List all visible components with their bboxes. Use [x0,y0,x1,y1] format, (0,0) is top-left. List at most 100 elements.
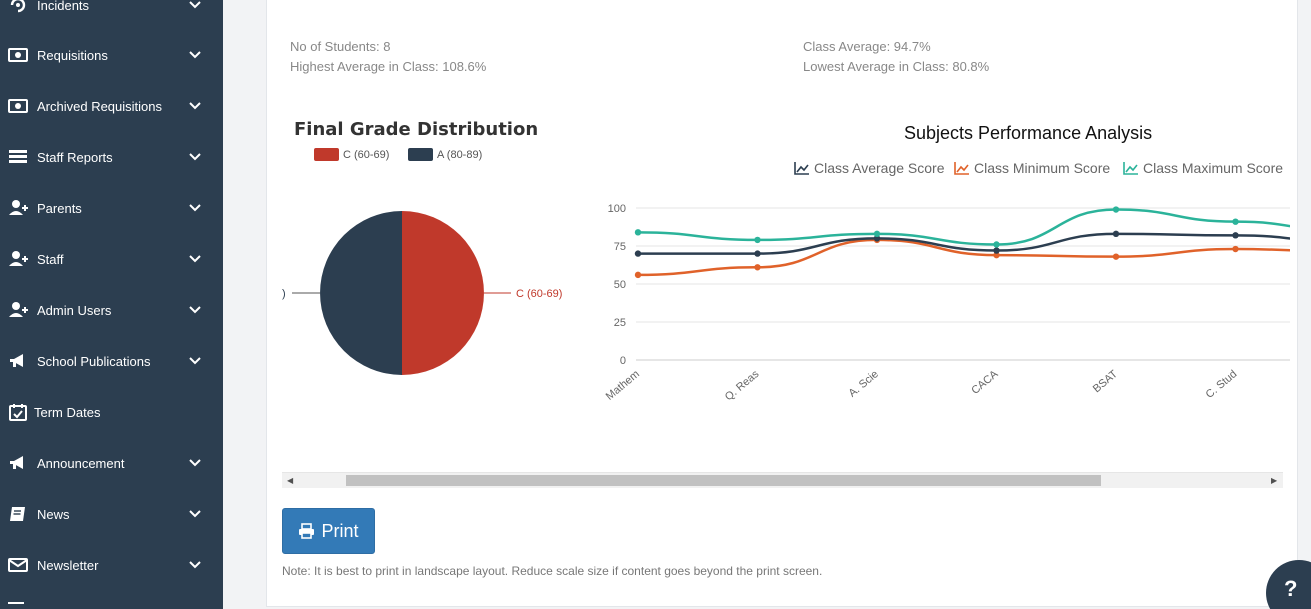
x-tick-label: BSAT [1091,368,1120,395]
calendar-check-icon [7,403,29,421]
sidebar-item-parents[interactable]: Parents [0,193,223,223]
class-average: Class Average: 94.7% [803,39,931,54]
print-button[interactable]: Print [282,508,375,554]
chevron-down-icon[interactable] [188,456,202,470]
user-plus-icon [7,199,29,217]
line-chart: 0 25 50 75 100 Mathem Q. Reas A. Scie CACA BSAT C.… [604,203,1290,403]
data-point[interactable] [754,264,761,271]
y-tick-label: 0 [620,355,626,367]
legend-swatch-a[interactable] [408,148,433,161]
sidebar-item-label: Admin Users [37,302,112,318]
data-point[interactable] [993,251,1000,259]
line-chart-icon [794,162,809,175]
data-point[interactable] [873,230,881,238]
legend-label-c[interactable]: C (60-69) [343,149,390,161]
legend-maximum-label: Class Maximum Score [1143,160,1284,176]
students-count: No of Students: 8 [290,39,391,54]
print-icon [299,523,315,539]
data-point[interactable] [1232,218,1239,225]
legend-maximum[interactable]: Class Maximum Score [1123,160,1283,176]
megaphone-icon [7,352,29,370]
data-point[interactable] [1232,245,1239,253]
money-bill-icon [7,97,29,115]
envelope-icon [7,556,29,574]
highest-average: Highest Average in Class: 108.6% [290,59,487,74]
legend-swatch-c[interactable] [314,148,339,161]
slice-label-a: ) [282,288,286,300]
sidebar-item-label: News [37,506,70,522]
chevron-down-icon[interactable] [188,99,202,113]
y-tick-label: 100 [608,203,626,215]
incident-icon [7,0,29,14]
line-chart-title: Subjects Performance Analysis [904,123,1153,143]
data-point[interactable] [993,247,1000,254]
chevron-down-icon[interactable] [188,0,202,12]
pie-chart-title: Final Grade Distribution [294,119,539,140]
sidebar-item-label: Archived Requisitions [37,98,163,114]
data-point[interactable] [634,229,642,236]
user-plus-icon [7,250,29,268]
megaphone-icon [7,454,29,472]
slice-label-c: C (60-69) [516,288,562,300]
data-point[interactable] [754,236,761,244]
list-icon [7,148,29,166]
data-point[interactable] [1112,206,1120,213]
chevron-down-icon[interactable] [188,150,202,164]
line-chart-icon [954,162,969,175]
chevron-down-icon[interactable] [188,558,202,572]
book-icon [7,505,29,523]
sidebar-item-admin-users[interactable]: Admin Users [0,295,223,325]
pie-slice[interactable] [320,211,402,375]
data-point[interactable] [1232,232,1239,239]
sidebar-item-staff-reports[interactable]: Staff Reports [0,142,223,172]
y-tick-label: 25 [614,317,626,329]
data-point[interactable] [634,271,642,279]
data-point[interactable] [754,250,761,257]
x-tick-label: Q. Reas [723,368,762,403]
legend-minimum[interactable]: Class Minimum Score [954,160,1110,176]
chevron-down-icon[interactable] [188,252,202,266]
sidebar-item-newsletter[interactable]: Newsletter [0,550,223,580]
lowest-average: Lowest Average in Class: 80.8% [803,59,990,74]
legend-average[interactable]: Class Average Score [794,160,944,176]
sidebar-item-news[interactable]: News [0,499,223,529]
sidebar-item-term-dates[interactable]: Term Dates [0,397,223,427]
legend-label-a[interactable]: A (80-89) [437,149,483,161]
legend-minimum-label: Class Minimum Score [974,160,1111,176]
chevron-down-icon[interactable] [188,303,202,317]
legend-average-label: Class Average Score [814,160,945,176]
chevron-down-icon[interactable] [188,48,202,62]
sidebar-item-label: Staff Reports [37,149,113,165]
pie-slice[interactable] [402,211,484,375]
sidebar-item-label: Newsletter [37,557,99,573]
sidebar-item-label: Parents [37,200,82,216]
user-plus-icon [7,301,29,319]
scroll-right-arrow[interactable]: ▶ [1271,476,1278,485]
sidebar-item-archived-requisitions[interactable]: Archived Requisitions [0,91,223,121]
series-line[interactable] [637,238,1290,277]
sidebar-item-incidents[interactable]: Incidents [0,0,223,20]
horizontal-scrollbar[interactable]: ◀ ▶ [282,472,1283,488]
sidebar-item-label: Announcement [37,455,125,471]
series-line[interactable] [637,208,1290,246]
sidebar-item-label: School Publications [37,353,151,369]
data-point[interactable] [634,250,642,257]
data-point[interactable] [1112,230,1120,238]
chevron-down-icon[interactable] [188,507,202,521]
calendar-icon [8,602,24,609]
chevron-down-icon[interactable] [188,201,202,215]
data-point[interactable] [1112,253,1120,260]
chevron-down-icon[interactable] [188,354,202,368]
x-tick-label: Mathem [604,368,642,403]
sidebar-item-announcement[interactable]: Announcement [0,448,223,478]
pie-chart: C (60-69)) [282,211,562,375]
scroll-thumb[interactable] [346,475,1101,486]
sidebar-item-label: Incidents [37,0,90,13]
sidebar-item-school-publications[interactable]: School Publications [0,346,223,376]
scroll-left-arrow[interactable]: ◀ [287,476,294,485]
data-point[interactable] [873,235,881,242]
data-point[interactable] [993,241,1000,248]
sidebar-item-requisitions[interactable]: Requisitions [0,40,223,70]
sidebar-item-staff[interactable]: Staff [0,244,223,274]
sidebar-item-label: Requisitions [37,47,108,63]
